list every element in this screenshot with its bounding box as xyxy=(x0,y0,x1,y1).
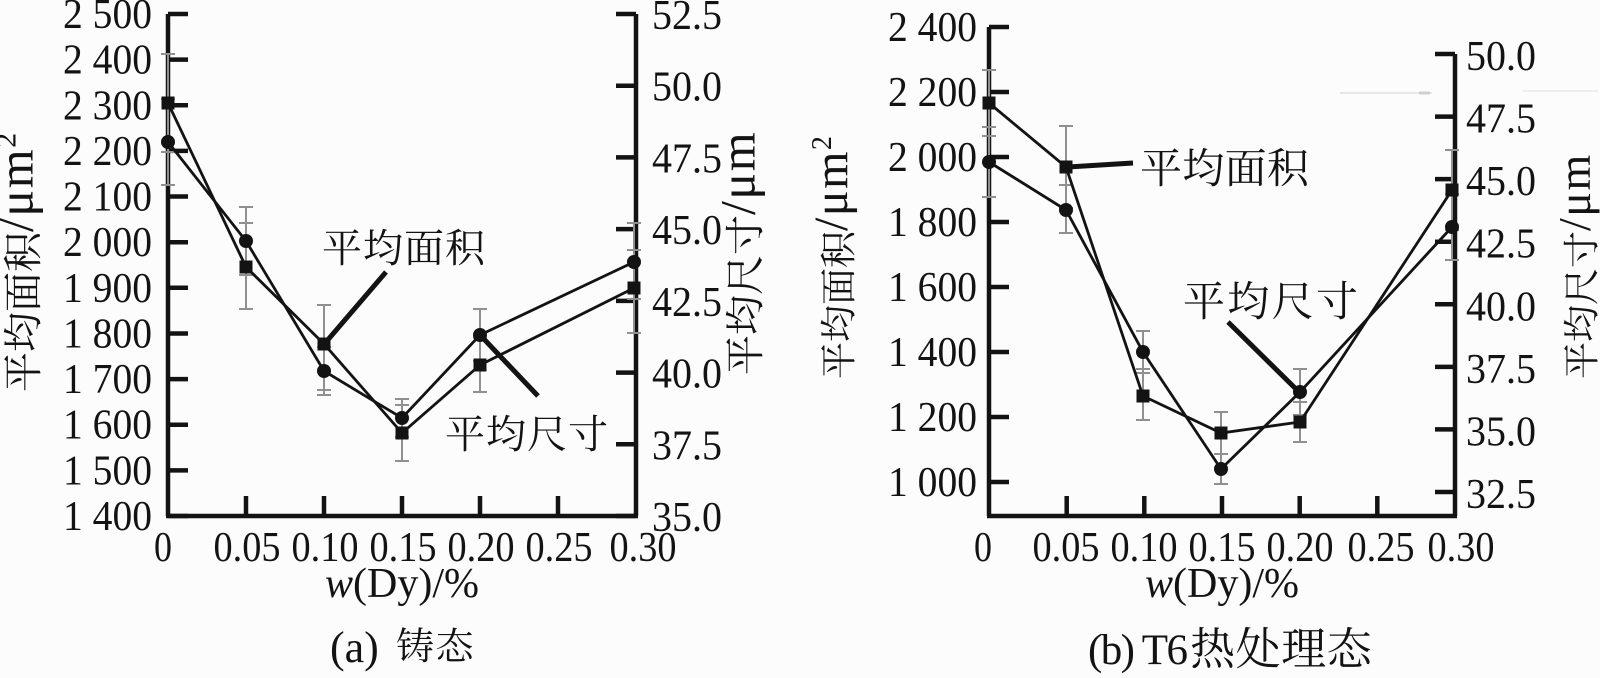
svg-text:2 000: 2 000 xyxy=(63,220,152,266)
svg-text:2 400: 2 400 xyxy=(63,38,152,84)
svg-text:1 900: 1 900 xyxy=(63,266,152,312)
svg-text:w(Dy)/%: w(Dy)/% xyxy=(1145,561,1299,607)
svg-text:32.5: 32.5 xyxy=(1466,472,1536,518)
svg-text:0: 0 xyxy=(154,525,172,571)
svg-text:2 500: 2 500 xyxy=(63,0,152,38)
svg-text:40.0: 40.0 xyxy=(652,352,722,398)
svg-text:0.15: 0.15 xyxy=(370,525,437,571)
svg-text:0.25: 0.25 xyxy=(1348,525,1415,571)
svg-text:37.5: 37.5 xyxy=(1466,347,1536,393)
svg-text:2 300: 2 300 xyxy=(63,83,152,129)
svg-text:/μm: /μm xyxy=(709,131,765,215)
svg-text:2 000: 2 000 xyxy=(888,135,977,181)
svg-text:w(Dy)/%: w(Dy)/% xyxy=(325,561,479,607)
svg-text:1 200: 1 200 xyxy=(888,395,977,441)
svg-text:1 700: 1 700 xyxy=(63,357,152,403)
svg-text:1 600: 1 600 xyxy=(63,403,152,449)
svg-text:50.0: 50.0 xyxy=(1466,34,1536,80)
svg-text:2 100: 2 100 xyxy=(63,175,152,221)
svg-text:1 800: 1 800 xyxy=(888,200,977,246)
svg-text:(a): (a) xyxy=(330,623,379,672)
svg-text:0.25: 0.25 xyxy=(526,525,593,571)
svg-text:1 400: 1 400 xyxy=(63,494,152,540)
svg-text:37.5: 37.5 xyxy=(652,423,722,469)
svg-text:52.5: 52.5 xyxy=(652,0,722,39)
svg-text:0.10: 0.10 xyxy=(1111,525,1178,571)
svg-text:/μm2: /μm2 xyxy=(805,135,858,231)
svg-text:0.20: 0.20 xyxy=(448,525,515,571)
svg-text:/μm: /μm xyxy=(1549,153,1600,231)
svg-text:50.0: 50.0 xyxy=(652,65,722,111)
svg-text:0.15: 0.15 xyxy=(1189,525,1256,571)
svg-text:(b) T6: (b) T6 xyxy=(1088,627,1188,673)
svg-text:/μm2: /μm2 xyxy=(0,131,43,232)
svg-text:0.10: 0.10 xyxy=(292,525,359,571)
svg-text:1 600: 1 600 xyxy=(888,265,977,311)
svg-text:0.05: 0.05 xyxy=(1033,525,1100,571)
svg-text:1 500: 1 500 xyxy=(63,448,152,494)
svg-text:40.0: 40.0 xyxy=(1466,284,1536,330)
svg-text:0.30: 0.30 xyxy=(1428,525,1495,571)
svg-text:0.20: 0.20 xyxy=(1267,525,1334,571)
svg-text:1 800: 1 800 xyxy=(63,311,152,357)
svg-text:35.0: 35.0 xyxy=(652,495,722,541)
svg-text:1 400: 1 400 xyxy=(888,330,977,376)
svg-text:2 400: 2 400 xyxy=(888,5,977,51)
svg-text:42.5: 42.5 xyxy=(1466,222,1536,268)
svg-text:45.0: 45.0 xyxy=(1466,159,1536,205)
svg-text:35.0: 35.0 xyxy=(1466,409,1536,455)
svg-text:2 200: 2 200 xyxy=(888,70,977,116)
svg-text:47.5: 47.5 xyxy=(652,136,722,182)
svg-text:42.5: 42.5 xyxy=(652,280,722,326)
svg-text:47.5: 47.5 xyxy=(1466,97,1536,143)
svg-text:45.0: 45.0 xyxy=(652,208,722,254)
svg-text:0: 0 xyxy=(974,525,992,571)
svg-text:2 200: 2 200 xyxy=(63,129,152,175)
svg-text:0.05: 0.05 xyxy=(214,525,281,571)
svg-text:1 000: 1 000 xyxy=(888,460,977,506)
svg-text:0.30: 0.30 xyxy=(610,525,677,571)
